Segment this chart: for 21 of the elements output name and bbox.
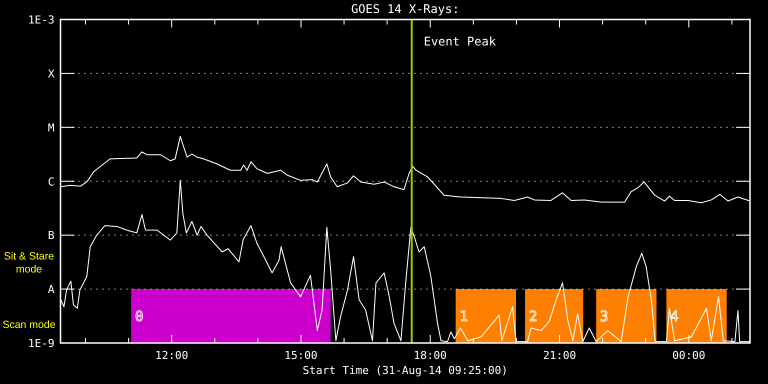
text: Scan mode [2,319,56,332]
y-tick-label: M [48,121,55,134]
x-tick-label: 12:00 [155,349,188,362]
y-tick-label: C [48,175,54,188]
band-label: 1 [459,309,468,325]
band-label: 2 [528,309,538,325]
x-tick-label: 00:00 [672,349,706,362]
x-axis-title: Start Time (31-Aug-14 09:25:00) [302,364,508,377]
x-tick-label: 18:00 [414,349,447,362]
ref-line-label: Event Peak [424,34,497,48]
band-label: 0 [134,309,144,325]
chart-title: GOES 14 X-Rays: [351,2,460,16]
text: Sit & Stare mode [4,250,54,276]
y-tick-label: 1E-3 [28,14,54,26]
y-tick-label: A [48,283,55,296]
y-tick-label: B [48,229,55,242]
band-label: 3 [600,309,608,325]
y-tick-label: 1E-9 [28,337,54,350]
x-tick-label: 21:00 [542,349,576,362]
x-tick-label: 15:00 [284,349,318,362]
y-tick-label: X [48,67,55,80]
